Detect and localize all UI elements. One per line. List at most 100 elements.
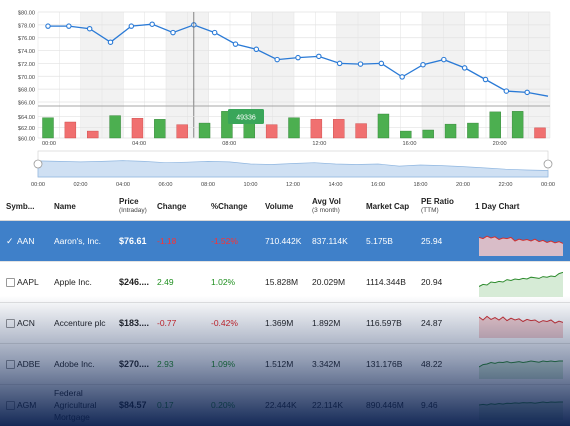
volume-bar: [355, 123, 367, 139]
row-price: $76.61: [119, 236, 147, 246]
price-point: [482, 76, 489, 83]
row-checkbox[interactable]: [6, 344, 15, 384]
table-row[interactable]: AAPL Apple Inc. $246.... 2.49 1.02% 15.828M 20…: [0, 262, 570, 303]
row-sparkline: [479, 401, 563, 420]
sparkline-line: [479, 235, 563, 244]
row-symbol: AAN: [17, 236, 35, 246]
price-y-tick-label: $70.00: [18, 75, 35, 81]
price-point: [420, 61, 426, 68]
price-x-tick-label: 16:00: [403, 141, 417, 147]
header-mcap[interactable]: Market Cap: [366, 201, 410, 211]
price-point: [253, 46, 260, 53]
table-row[interactable]: ACN Accenture plc $183.... -0.77 -0.42% 1.369…: [0, 303, 570, 344]
price-point: [316, 53, 322, 60]
navigator-handle-left[interactable]: [33, 159, 43, 169]
volume-bar: [511, 111, 524, 139]
volume-bar: [534, 127, 546, 139]
row-name: Federal Agricultural Mortgage: [54, 388, 97, 422]
row-avgvol: 22.114K: [312, 400, 344, 410]
price-point: [295, 54, 301, 61]
row-volume: 15.828M: [265, 277, 299, 287]
volume-bar: [154, 119, 166, 139]
price-x-tick-label: 12:00: [312, 141, 326, 147]
volume-bar: [467, 122, 479, 139]
price-point: [441, 56, 447, 63]
navigator-x-tick-label: 14:00: [329, 182, 343, 188]
header-name[interactable]: Name: [54, 201, 76, 211]
volume-bar: [109, 115, 121, 139]
row-sparkline: [479, 235, 563, 256]
row-pchange: -1.52%: [211, 236, 238, 246]
row-mcap: 890.446M: [366, 400, 404, 410]
row-pchange: 1.02%: [211, 277, 236, 287]
price-point: [45, 23, 51, 29]
row-pe: 48.22: [421, 359, 443, 369]
volume-y-tick-label: $64.00: [18, 115, 35, 121]
header-change[interactable]: Change: [157, 201, 187, 211]
sparkline-area: [479, 272, 563, 297]
table-row[interactable]: ADBE Adobe Inc. $270.... 2.93 1.09% 1.512M 3.3…: [0, 344, 570, 385]
row-checkbox[interactable]: [6, 303, 15, 343]
row-volume: 710.442K: [265, 236, 302, 246]
row-sparkline: [479, 315, 563, 338]
row-symbol: ACN: [17, 318, 35, 328]
volume-bar: [400, 130, 412, 139]
row-mcap: 131.176B: [366, 359, 403, 369]
price-point: [399, 74, 405, 80]
row-sparkline: [479, 271, 563, 297]
header-pchange[interactable]: %Change: [211, 201, 248, 211]
price-point: [357, 61, 364, 67]
volume-bar: [444, 123, 457, 139]
header-avgvol[interactable]: Avg Vol (3 month): [312, 197, 341, 214]
row-pchange: 0.20%: [211, 400, 236, 410]
price-point: [86, 25, 93, 32]
price-point: [170, 29, 176, 36]
header-price[interactable]: Price (Intraday): [119, 197, 147, 214]
table-row[interactable]: ✓ AAN Aaron's, Inc. $76.61 -1.18 -1.52% 710.44…: [0, 221, 570, 262]
price-y-tick-label: $72.00: [18, 62, 35, 68]
sparkline-area: [479, 402, 563, 420]
volume-bar: [64, 121, 77, 139]
row-checkmark-icon[interactable]: ✓: [6, 235, 14, 246]
price-point: [274, 56, 280, 63]
row-pe: 9.46: [421, 400, 438, 410]
volume-bar: [377, 113, 390, 139]
row-name: Aaron's, Inc.: [54, 236, 101, 246]
row-symbol: ADBE: [17, 359, 41, 369]
volume-bar: [265, 124, 278, 139]
row-mcap: 5.175B: [366, 236, 393, 246]
volume-bar: [333, 119, 345, 139]
row-volume: 1.369M: [265, 318, 294, 328]
price-point: [107, 39, 114, 45]
grid-header: Symb... Name Price (Intraday) Change %Cha…: [0, 192, 570, 221]
navigator-handle-right[interactable]: [543, 159, 553, 169]
row-checkbox[interactable]: [6, 262, 15, 302]
navigator-x-tick-label: 12:00: [286, 182, 300, 188]
price-point: [378, 60, 385, 67]
table-row[interactable]: AGM Federal Agricultural Mortgage $84.57 0.…: [0, 385, 570, 426]
row-pe: 24.87: [421, 318, 443, 328]
row-volume: 22.444K: [265, 400, 297, 410]
volume-bar: [422, 129, 434, 139]
volume-tooltip-label: 49336: [236, 115, 256, 122]
row-price: $246....: [119, 277, 150, 287]
row-checkbox[interactable]: [6, 385, 15, 425]
row-pe: 20.94: [421, 277, 443, 287]
volume-bar: [310, 119, 323, 139]
header-volume[interactable]: Volume: [265, 201, 294, 211]
navigator-x-tick-label: 08:00: [201, 182, 215, 188]
price-y-tick-label: $66.00: [18, 101, 35, 107]
price-y-tick-label: $78.00: [18, 23, 35, 29]
row-symbol: AGM: [17, 400, 37, 410]
volume-y-tick-label: $62.00: [18, 126, 35, 132]
row-change: -0.77: [157, 318, 177, 328]
header-symbol[interactable]: Symb...: [6, 201, 35, 211]
row-price: $84.57: [119, 400, 147, 410]
price-y-tick-label: $74.00: [18, 49, 35, 55]
row-change: -1.18: [157, 236, 177, 246]
price-point: [149, 21, 155, 27]
header-pe[interactable]: PE Ratio (TTM): [421, 197, 454, 214]
header-daychart[interactable]: 1 Day Chart: [475, 201, 520, 211]
row-volume: 1.512M: [265, 359, 294, 369]
volume-y-tick-label: $60.00: [18, 137, 35, 143]
